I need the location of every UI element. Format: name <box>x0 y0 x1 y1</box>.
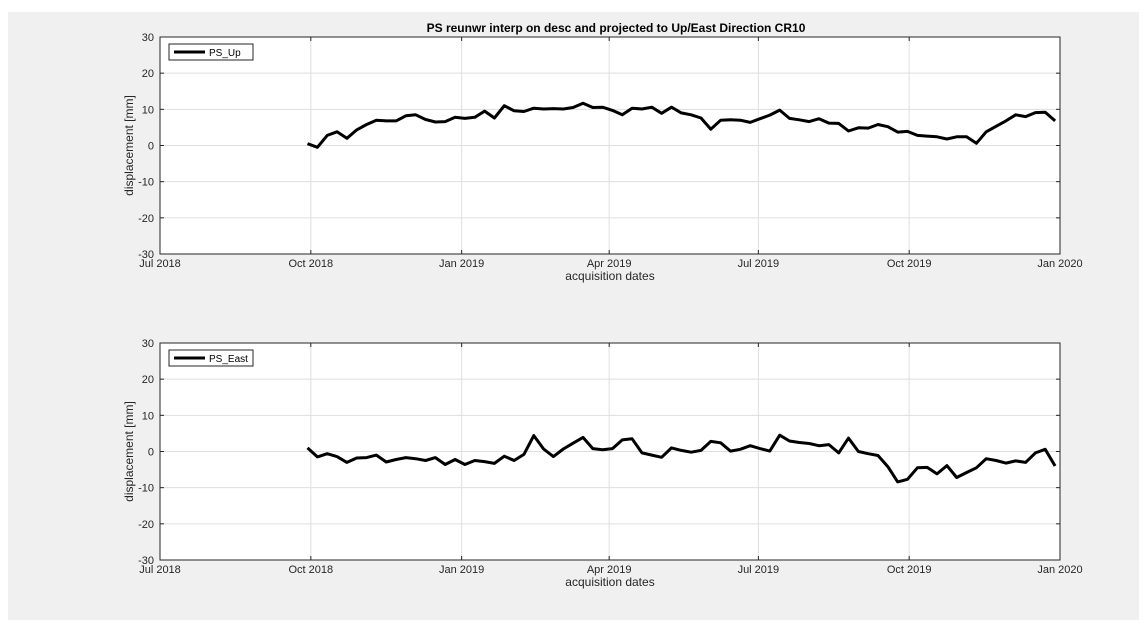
series-line-ps-east <box>306 433 1057 484</box>
y-tick-label: 10 <box>142 410 154 422</box>
plot-ps-up: Jul 2018 Oct 2018 Jan 2019 Apr 2019 Jul 2019… <box>122 32 1083 283</box>
x-tick-label: Apr 2019 <box>587 564 632 576</box>
x-tick-label: Jul 2018 <box>139 564 181 576</box>
y-tick-label: -20 <box>138 519 154 531</box>
y-tick-label: -20 <box>138 213 154 225</box>
x-tick-label: Jul 2018 <box>139 258 181 270</box>
x-tick-label: Oct 2019 <box>887 564 932 576</box>
y-tick-label: -10 <box>138 483 154 495</box>
legend-box <box>168 43 254 61</box>
y-tick-label: 10 <box>142 104 154 116</box>
legend-label: PS_Up <box>209 48 241 59</box>
y-tick-label: 0 <box>148 141 154 153</box>
y-tick-label: -30 <box>138 555 154 567</box>
x-tick-label: Jan 2019 <box>439 258 484 270</box>
y-tick-label: 20 <box>142 68 154 80</box>
figure-title: PS reunwr interp on desc and projected t… <box>427 21 806 35</box>
y-tick-label: 30 <box>142 32 154 44</box>
x-axis-label: acquisition dates <box>565 269 654 283</box>
y-tick-label: 0 <box>148 447 154 459</box>
x-tick-label: Jul 2019 <box>738 564 780 576</box>
x-tick-label: Apr 2019 <box>587 258 632 270</box>
plot-ps-east: Jul 2018 Oct 2018 Jan 2019 Apr 2019 Jul 2019… <box>122 338 1083 589</box>
figure-window: PS reunwr interp on desc and projected t… <box>8 12 1139 620</box>
series-line-ps-up <box>306 101 1057 149</box>
x-tick-label: Oct 2019 <box>887 258 932 270</box>
legend-label: PS_East <box>209 354 248 365</box>
x-tick-label: Oct 2018 <box>288 564 333 576</box>
x-axis-label: acquisition dates <box>565 575 654 589</box>
y-axis-label: displacement [mm] <box>122 95 136 196</box>
y-axis-label: displacement [mm] <box>122 401 136 502</box>
y-tick-label: 20 <box>142 374 154 386</box>
x-tick-label: Oct 2018 <box>288 258 333 270</box>
y-tick-label: 30 <box>142 338 154 350</box>
x-tick-label: Jan 2020 <box>1037 564 1082 576</box>
y-tick-label: -10 <box>138 177 154 189</box>
x-tick-label: Jul 2019 <box>738 258 780 270</box>
x-tick-label: Jan 2020 <box>1037 258 1082 270</box>
legend-box <box>168 349 254 367</box>
y-tick-label: -30 <box>138 249 154 261</box>
x-tick-label: Jan 2019 <box>439 564 484 576</box>
figure-canvas: PS reunwr interp on desc and projected t… <box>122 21 1083 589</box>
